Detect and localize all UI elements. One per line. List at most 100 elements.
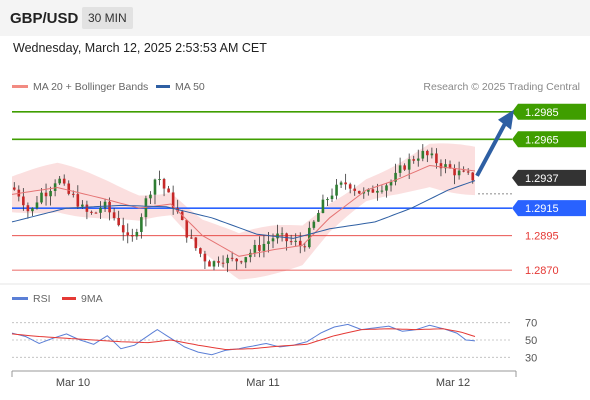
candle-body bbox=[49, 190, 52, 197]
candle-body bbox=[121, 225, 125, 233]
candle-body bbox=[385, 185, 388, 191]
rsi-legend-swatch bbox=[12, 297, 28, 300]
forecast-arrow-head bbox=[498, 109, 514, 130]
candle-body bbox=[135, 231, 139, 237]
candle-body bbox=[362, 191, 366, 194]
candle-body bbox=[444, 164, 447, 169]
current-price-label: 1.2937 bbox=[525, 173, 559, 185]
candle-body bbox=[403, 165, 406, 170]
candle-body bbox=[112, 212, 116, 218]
candle-body bbox=[398, 165, 402, 173]
candle-body bbox=[330, 195, 334, 200]
candle-body bbox=[62, 178, 66, 184]
ma50-legend-swatch bbox=[156, 85, 170, 88]
rsi-series-0 bbox=[11, 323, 476, 356]
timeframe-button[interactable]: 30 MIN bbox=[82, 7, 133, 29]
candle-body bbox=[76, 194, 80, 207]
candle-body bbox=[53, 183, 57, 191]
level-tag-0: 1.2985 bbox=[512, 103, 586, 120]
ma50-legend-label: MA 50 bbox=[175, 81, 205, 93]
candle-body bbox=[308, 227, 311, 248]
candle-body bbox=[199, 248, 202, 254]
candle-body bbox=[448, 164, 452, 169]
level-label-1: 1.2965 bbox=[525, 134, 559, 146]
candle-body bbox=[31, 208, 34, 212]
candle-body bbox=[380, 190, 384, 192]
candle-body bbox=[317, 213, 320, 222]
candle-body bbox=[194, 237, 198, 249]
candle-body bbox=[271, 238, 275, 242]
candle-body bbox=[108, 201, 111, 213]
candle-body bbox=[99, 207, 102, 213]
level-tag-1: 1.2965 bbox=[512, 131, 586, 148]
candle-body bbox=[462, 170, 465, 172]
rsi-tick-70: 70 bbox=[525, 318, 537, 330]
candle-body bbox=[153, 179, 157, 195]
current-price-tag bbox=[512, 169, 586, 186]
candle-body bbox=[457, 170, 461, 176]
candle-body bbox=[35, 202, 39, 209]
bollinger-band bbox=[12, 143, 475, 280]
candle-body bbox=[389, 181, 393, 186]
candle-body bbox=[167, 188, 170, 193]
candle-body bbox=[335, 184, 338, 196]
x-axis-label-1: Mar 11 bbox=[246, 377, 279, 389]
candle-body bbox=[185, 219, 189, 238]
candle-body bbox=[58, 178, 61, 184]
ma20-legend-swatch bbox=[12, 85, 28, 88]
candle-body bbox=[212, 261, 216, 267]
candle-body bbox=[367, 189, 370, 192]
rsi-series-1 bbox=[11, 328, 476, 351]
timestamp: Wednesday, March 12, 2025 2:53:53 AM CET bbox=[13, 41, 267, 55]
candle-body bbox=[280, 233, 284, 235]
candle-body bbox=[312, 221, 316, 228]
candle-body bbox=[94, 212, 98, 214]
candle-body bbox=[130, 234, 134, 237]
candle-body bbox=[289, 241, 293, 243]
candle-body bbox=[189, 237, 193, 239]
candle-body bbox=[339, 182, 343, 185]
candle-body bbox=[67, 183, 71, 194]
candle-body bbox=[126, 232, 130, 235]
candle-body bbox=[40, 192, 43, 203]
candle-body bbox=[221, 262, 225, 264]
candle-body bbox=[298, 240, 302, 247]
candle-body bbox=[158, 179, 161, 181]
candle-body bbox=[348, 184, 352, 189]
candle-body bbox=[85, 204, 89, 212]
level-tag-box-2 bbox=[512, 200, 586, 217]
ma9-legend-label: 9MA bbox=[81, 293, 103, 305]
candle-body bbox=[412, 159, 416, 161]
candle-body bbox=[217, 261, 220, 263]
candle-body bbox=[140, 217, 143, 232]
candle-body bbox=[117, 217, 120, 226]
candle-body bbox=[103, 201, 107, 208]
level-label-0: 1.2985 bbox=[525, 107, 559, 119]
candle-body bbox=[90, 211, 93, 213]
candle-body bbox=[267, 241, 270, 244]
x-axis-label-0: Mar 10 bbox=[56, 377, 90, 389]
candle-body bbox=[294, 240, 298, 242]
candle-body bbox=[208, 261, 211, 267]
candle-body bbox=[371, 189, 375, 193]
candle-body bbox=[439, 163, 443, 169]
candle-body bbox=[326, 199, 329, 201]
level-tag-box-0 bbox=[512, 103, 586, 120]
candle-body bbox=[249, 252, 252, 258]
top-bar: GBP/USD 30 MIN bbox=[0, 0, 590, 36]
candle-body bbox=[435, 153, 438, 164]
candle-body bbox=[430, 153, 434, 156]
ma50-line bbox=[11, 180, 476, 239]
candle-body bbox=[303, 246, 307, 248]
rsi-tick-50: 50 bbox=[525, 335, 537, 347]
level-label-4: 1.2870 bbox=[525, 265, 559, 277]
candle-body bbox=[426, 150, 429, 156]
candle-body bbox=[421, 150, 425, 159]
level-tag-box-1 bbox=[512, 131, 586, 148]
candle-body bbox=[321, 199, 325, 214]
candle-body bbox=[453, 168, 456, 176]
candle-body bbox=[12, 187, 16, 190]
candle-body bbox=[81, 204, 84, 207]
candle-body bbox=[407, 159, 411, 170]
